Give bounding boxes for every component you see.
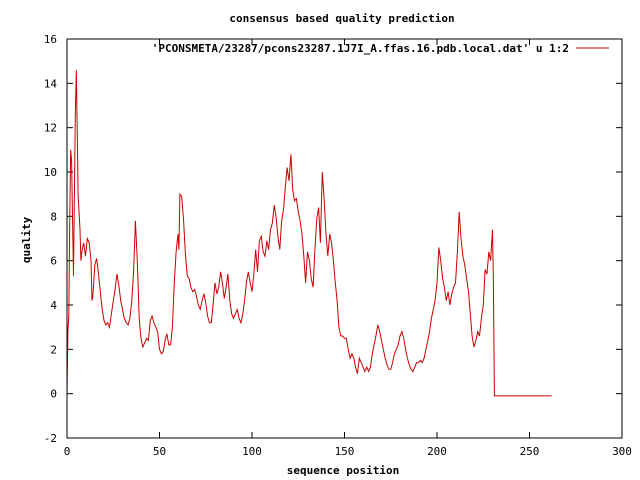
y-axis-ticks: -2 0 2 4 6 8 10 12 14 16 [44, 33, 622, 445]
x-tick-label: 300 [612, 445, 632, 458]
y-tick-label: 10 [44, 166, 57, 179]
y-tick-label: -2 [44, 432, 57, 445]
y-tick-label: 16 [44, 33, 57, 46]
x-tick-label: 0 [64, 445, 71, 458]
y-tick-label: 0 [50, 388, 57, 401]
x-tick-label: 250 [520, 445, 540, 458]
y-tick-label: 2 [50, 343, 57, 356]
x-axis-label: sequence position [287, 464, 400, 477]
x-tick-label: 100 [242, 445, 262, 458]
plot-frame [66, 38, 623, 439]
y-tick-label: 12 [44, 122, 57, 135]
y-axis-label: quality [20, 216, 33, 263]
x-tick-label: 150 [335, 445, 355, 458]
series-line [66, 69, 552, 397]
x-axis-ticks: 0 50 100 150 200 250 300 [64, 39, 632, 458]
y-tick-label: 14 [44, 77, 58, 90]
x-tick-label: 200 [427, 445, 447, 458]
y-tick-label: 6 [50, 255, 57, 268]
chart-title: consensus based quality prediction [229, 12, 454, 25]
y-tick-label: 4 [50, 299, 57, 312]
legend-label: 'PCONSMETA/23287/pcons23287.1J7I_A.ffas.… [152, 42, 569, 55]
x-tick-label: 50 [153, 445, 166, 458]
y-tick-label: 8 [50, 210, 57, 223]
